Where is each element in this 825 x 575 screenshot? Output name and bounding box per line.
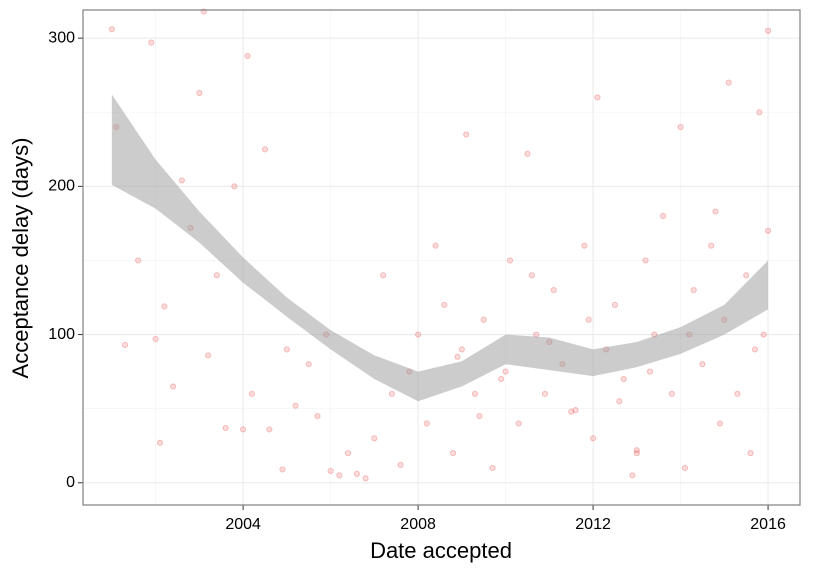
data-point [414,331,422,338]
data-point [668,390,675,397]
data-point [751,346,759,353]
data-point [432,242,439,249]
y-tick-label: 0 [66,474,75,491]
data-point [135,257,142,264]
data-point [205,352,212,359]
data-point [760,331,767,338]
data-point [471,390,479,397]
data-point [353,470,360,477]
data-point [498,375,505,383]
data-point [231,183,238,190]
data-point [515,420,522,427]
data-point [611,301,619,309]
data-point [572,407,579,414]
data-point [148,39,155,46]
data-point [629,472,636,479]
data-point [568,408,575,415]
data-point [734,390,741,397]
data-point [747,450,754,457]
data-point [261,146,269,153]
data-point [708,242,715,249]
data-point [633,447,640,454]
data-point [502,368,509,375]
y-tick-label: 200 [48,178,75,195]
data-point [454,353,461,360]
data-point [764,227,772,234]
data-point [616,398,623,405]
data-point [699,361,706,368]
data-point [681,464,689,472]
data-point [170,383,177,390]
data-point [279,466,286,473]
data-point [345,450,352,457]
data-point [108,26,115,33]
data-point [659,212,667,220]
data-point [458,346,465,353]
data-point [646,368,654,375]
data-point [397,461,404,469]
data-point [528,272,535,279]
x-tick-label: 2008 [400,516,436,533]
data-point [743,272,750,279]
data-point [283,346,290,353]
plot-border [82,9,801,506]
data-point [725,79,732,86]
x-tick-label: 2016 [750,516,786,533]
data-point [594,94,601,101]
data-point [550,287,557,294]
data-point [489,464,496,472]
data-point [371,435,378,442]
data-point [244,52,251,60]
y-tick-label: 100 [48,326,75,343]
y-tick-label: 300 [48,29,75,46]
data-point [633,450,640,457]
data-point [266,426,273,433]
data-point [506,257,514,264]
data-point [336,472,343,479]
data-point [716,420,724,427]
data-point [379,272,387,279]
data-point [423,420,430,427]
data-point [305,361,312,368]
data-point [248,390,255,397]
data-point [161,303,168,310]
data-point [388,390,395,397]
data-point [480,316,487,323]
data-point [677,123,684,131]
data-point [756,109,763,116]
data-point [314,412,321,420]
data-point [589,435,597,442]
data-point [213,272,220,279]
data-point [152,335,159,343]
data-point [362,475,369,482]
plot-background [83,10,800,505]
data-point [178,177,185,184]
data-point [620,375,627,383]
data-point [121,341,129,349]
data-point [476,412,483,420]
data-point [292,402,299,409]
x-tick-label: 2004 [225,516,261,533]
data-point [642,257,649,264]
data-point [581,242,588,249]
data-point [533,331,540,338]
data-point [441,301,448,309]
data-point [764,27,772,34]
data-point [524,150,531,157]
data-point [585,316,592,323]
data-point [690,287,697,294]
data-point [541,390,549,397]
x-tick-label: 2012 [575,516,611,533]
data-point [196,89,203,97]
data-point [449,450,457,457]
x-axis-label: Date accepted [370,538,512,563]
y-axis-label: Acceptance delay (days) [8,138,33,379]
data-point [327,467,334,475]
data-point [240,426,247,433]
data-point [463,131,470,138]
data-point [156,439,164,446]
data-point [222,424,229,432]
data-point [712,208,719,215]
